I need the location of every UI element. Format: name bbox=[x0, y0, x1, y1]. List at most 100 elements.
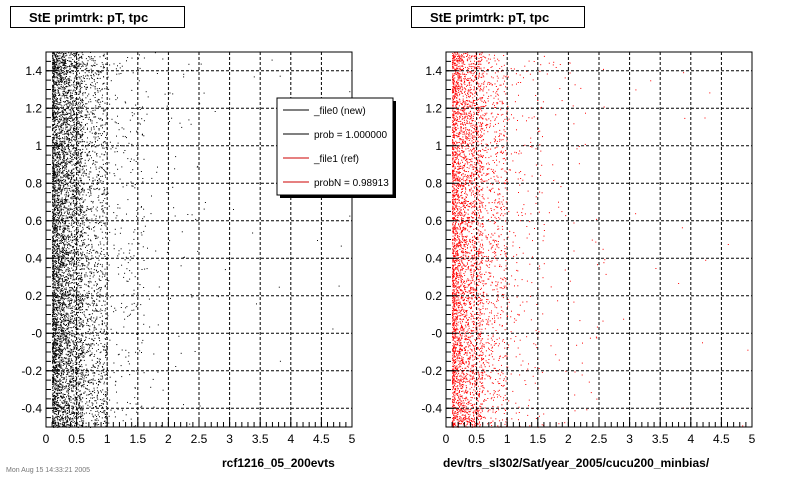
scatter-point bbox=[54, 401, 56, 403]
scatter-point bbox=[53, 204, 55, 206]
scatter-point bbox=[79, 237, 81, 239]
scatter-point bbox=[54, 383, 56, 385]
scatter-point bbox=[56, 289, 57, 291]
scatter-point bbox=[75, 55, 77, 57]
scatter-point bbox=[59, 359, 61, 361]
scatter-point bbox=[60, 99, 62, 101]
scatter-point bbox=[61, 293, 63, 294]
scatter-point bbox=[72, 354, 74, 356]
scatter-point bbox=[78, 366, 80, 368]
scatter-point bbox=[74, 318, 75, 320]
scatter-point bbox=[75, 345, 77, 347]
scatter-point bbox=[65, 291, 66, 292]
scatter-point bbox=[71, 335, 73, 337]
scatter-point bbox=[67, 363, 68, 365]
scatter-point bbox=[53, 354, 55, 355]
scatter-point bbox=[78, 214, 80, 216]
scatter-point bbox=[78, 76, 80, 78]
scatter-point bbox=[71, 354, 73, 355]
scatter-point bbox=[56, 349, 58, 351]
scatter-point bbox=[55, 383, 57, 385]
scatter-point bbox=[61, 246, 63, 248]
scatter-point bbox=[62, 249, 64, 251]
scatter-point bbox=[74, 207, 76, 209]
scatter-point bbox=[60, 53, 62, 55]
scatter-point bbox=[76, 401, 78, 403]
scatter-point bbox=[67, 282, 69, 284]
scatter-point bbox=[68, 162, 70, 163]
scatter-point bbox=[63, 209, 65, 211]
scatter-point bbox=[52, 299, 54, 301]
scatter-point bbox=[65, 284, 67, 286]
scatter-point bbox=[69, 245, 71, 247]
scatter-point bbox=[80, 56, 82, 58]
scatter-point bbox=[71, 194, 73, 196]
scatter-point bbox=[82, 306, 84, 308]
scatter-point bbox=[74, 105, 76, 106]
scatter-point bbox=[54, 265, 56, 267]
scatter-point bbox=[52, 212, 54, 214]
scatter-point bbox=[53, 353, 54, 354]
scatter-point bbox=[67, 225, 69, 227]
scatter-point bbox=[59, 311, 61, 313]
scatter-point bbox=[53, 412, 55, 414]
scatter-point bbox=[73, 385, 75, 387]
scatter-point bbox=[55, 325, 57, 327]
scatter-point bbox=[65, 376, 67, 378]
scatter-point bbox=[70, 234, 72, 236]
scatter-point bbox=[56, 263, 57, 264]
scatter-point bbox=[61, 62, 63, 64]
scatter-point bbox=[81, 198, 83, 200]
scatter-point bbox=[71, 359, 72, 361]
scatter-point bbox=[53, 232, 55, 234]
scatter-point bbox=[60, 324, 62, 326]
scatter-point bbox=[57, 287, 59, 289]
scatter-point bbox=[67, 317, 69, 319]
scatter-point bbox=[72, 73, 74, 75]
scatter-point bbox=[70, 352, 72, 354]
scatter-point bbox=[65, 293, 67, 295]
scatter-point bbox=[82, 232, 84, 234]
scatter-point bbox=[70, 216, 72, 218]
scatter-point bbox=[81, 364, 83, 366]
scatter-point bbox=[74, 285, 75, 287]
scatter-point bbox=[63, 372, 65, 373]
scatter-point bbox=[52, 377, 54, 379]
scatter-point bbox=[77, 294, 79, 296]
scatter-point bbox=[60, 418, 61, 420]
scatter-point bbox=[62, 109, 64, 111]
scatter-point bbox=[70, 293, 71, 295]
scatter-point bbox=[60, 383, 62, 385]
scatter-point bbox=[60, 69, 62, 71]
scatter-point bbox=[74, 190, 76, 192]
scatter-point bbox=[76, 154, 78, 156]
scatter-point bbox=[59, 163, 61, 165]
scatter-point bbox=[53, 112, 55, 114]
scatter-point bbox=[63, 158, 65, 160]
scatter-point bbox=[80, 76, 82, 78]
scatter-point bbox=[52, 117, 54, 119]
scatter-point bbox=[60, 179, 62, 181]
scatter-point bbox=[71, 196, 73, 198]
scatter-point bbox=[69, 161, 71, 163]
scatter-point bbox=[57, 201, 59, 203]
scatter-point bbox=[75, 397, 76, 399]
scatter-point bbox=[81, 413, 83, 415]
scatter-point bbox=[62, 241, 63, 243]
scatter-point bbox=[54, 106, 55, 108]
scatter-point bbox=[52, 403, 54, 405]
scatter-point bbox=[65, 330, 66, 332]
scatter-point bbox=[69, 414, 71, 415]
scatter-point bbox=[56, 157, 58, 159]
scatter-point bbox=[64, 396, 65, 398]
scatter-point bbox=[77, 333, 79, 335]
scatter-point bbox=[61, 80, 63, 82]
scatter-point bbox=[82, 242, 84, 244]
scatter-point bbox=[57, 245, 59, 246]
scatter-point bbox=[61, 123, 63, 125]
scatter-point bbox=[54, 300, 56, 302]
scatter-point bbox=[74, 217, 76, 219]
scatter-point bbox=[52, 367, 54, 368]
scatter-point bbox=[54, 371, 56, 373]
scatter-point bbox=[54, 367, 56, 369]
